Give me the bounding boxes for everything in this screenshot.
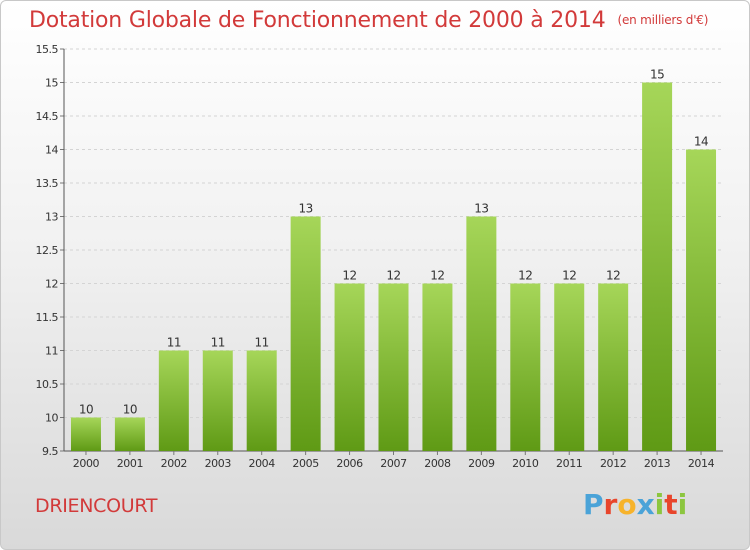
- chart-subtitle: (en milliers d'€): [617, 13, 709, 27]
- data-label: 12: [606, 269, 620, 283]
- data-label: 12: [430, 269, 444, 283]
- data-label: 12: [518, 269, 532, 283]
- bar: [202, 350, 233, 451]
- bar: [642, 82, 673, 451]
- y-tick-labels: 9.5 10 10.5 11 11.5 12 12.5 13 13.5 14 14.5 15 15.5: [36, 43, 59, 458]
- x-tick-label: 2010: [512, 457, 539, 470]
- bar: [334, 283, 365, 451]
- data-label: 11: [255, 336, 269, 350]
- y-tick-label: 10.5: [36, 378, 59, 391]
- data-label: 14: [694, 135, 708, 149]
- x-tick-label: 2000: [73, 457, 100, 470]
- data-label: 11: [211, 336, 225, 350]
- logo-letter: x: [636, 488, 655, 521]
- data-label: 12: [342, 269, 356, 283]
- data-label: 10: [123, 403, 137, 417]
- y-tick-label: 12: [45, 278, 58, 291]
- bar: [466, 216, 497, 451]
- data-label: 12: [562, 269, 576, 283]
- y-tick-label: 11: [45, 345, 58, 358]
- logo-letter: r: [603, 488, 618, 521]
- y-tick-label: 15: [45, 77, 58, 90]
- y-tick-label: 13.5: [36, 177, 59, 190]
- x-tick-label: 2001: [117, 457, 143, 470]
- bar: [422, 283, 453, 451]
- logo-letter: i: [677, 488, 688, 521]
- bar: [378, 283, 409, 451]
- x-tick-label: 2013: [644, 457, 671, 470]
- data-labels: 10 10 11 11 11 13 12 12 12 13 12 12 12 15 14: [79, 68, 709, 417]
- logo-letter: i: [654, 488, 665, 521]
- x-tick-labels: 2000 2001 2002 2003 2004 2005 2006 2007 2008 2009…: [73, 451, 715, 470]
- data-label: 12: [386, 269, 400, 283]
- x-tick-label: 2005: [292, 457, 319, 470]
- proxiti-logo[interactable]: Proxiti: [583, 488, 687, 521]
- bar: [114, 417, 145, 451]
- data-label: 13: [474, 202, 488, 216]
- y-tick-label: 11.5: [36, 311, 59, 324]
- y-tick-label: 12.5: [36, 244, 59, 257]
- bar: [598, 283, 629, 451]
- bar: [290, 216, 321, 451]
- data-label: 15: [650, 68, 664, 82]
- y-tick-label: 13: [45, 211, 58, 224]
- logo-letter: P: [583, 488, 604, 521]
- y-tick-label: 10: [45, 412, 58, 425]
- logo-letter: o: [617, 488, 637, 521]
- commune-name: DRIENCOURT: [35, 495, 158, 517]
- bar: [510, 283, 541, 451]
- chart-title: Dotation Globale de Fonctionnement de 20…: [29, 8, 708, 33]
- x-tick-label: 2004: [248, 457, 275, 470]
- x-tick-label: 2008: [424, 457, 451, 470]
- logo-letter: t: [664, 488, 678, 521]
- bar: [70, 417, 101, 451]
- bar: [246, 350, 277, 451]
- y-tick-label: 14: [45, 144, 58, 157]
- x-tick-label: 2011: [556, 457, 582, 470]
- x-tick-label: 2006: [336, 457, 363, 470]
- bar: [686, 149, 717, 451]
- x-tick-label: 2002: [161, 457, 187, 470]
- y-tick-label: 15.5: [36, 43, 59, 56]
- bars: [70, 82, 717, 451]
- x-tick-label: 2009: [468, 457, 495, 470]
- x-tick-label: 2012: [600, 457, 626, 470]
- y-tick-label: 14.5: [36, 110, 59, 123]
- chart-title-text: Dotation Globale de Fonctionnement de 20…: [29, 8, 606, 33]
- y-tick-label: 9.5: [42, 445, 58, 458]
- x-tick-label: 2007: [380, 457, 407, 470]
- bar: [158, 350, 189, 451]
- data-label: 13: [298, 202, 312, 216]
- bar: [554, 283, 585, 451]
- data-label: 10: [79, 403, 93, 417]
- x-tick-label: 2003: [205, 457, 232, 470]
- x-tick-label: 2014: [688, 457, 715, 470]
- data-label: 11: [167, 336, 181, 350]
